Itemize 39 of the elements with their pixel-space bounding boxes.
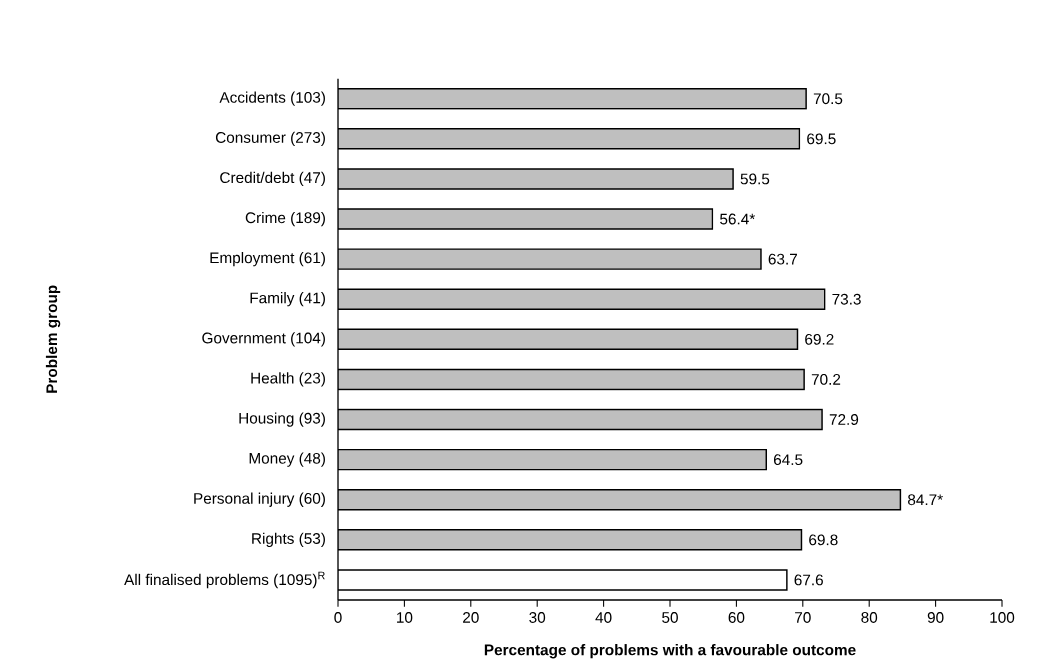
x-tick-label: 20 bbox=[463, 612, 479, 624]
x-tick-label: 70 bbox=[795, 612, 811, 624]
y-tick-label: Money (48) bbox=[249, 452, 325, 468]
y-tick-label: Government (104) bbox=[202, 332, 325, 347]
x-tick-label: 80 bbox=[861, 612, 878, 624]
x-tick-label: 40 bbox=[595, 612, 612, 624]
data-label: 63.7 bbox=[768, 253, 797, 265]
data-label: 84.7* bbox=[908, 494, 943, 506]
y-tick-label: All finalised problems (1095)$^{R}$ bbox=[124, 572, 325, 589]
data-label: 70.5 bbox=[813, 93, 843, 105]
x-tick-label: 30 bbox=[529, 612, 546, 624]
data-label: 69.2 bbox=[805, 334, 834, 345]
data-label: 64.5 bbox=[773, 454, 803, 466]
data-label: 67.6 bbox=[794, 574, 823, 586]
data-label: 69.8 bbox=[809, 534, 838, 546]
data-label: 73.3 bbox=[832, 294, 861, 305]
x-tick-label: 10 bbox=[397, 612, 413, 624]
x-tick-label: 90 bbox=[927, 612, 944, 624]
y-tick-label: Rights (53) bbox=[252, 532, 325, 548]
y-tick-label: Crime (189) bbox=[245, 212, 325, 227]
y-tick-label: Housing (93) bbox=[239, 412, 325, 427]
y-tick-label: Family (41) bbox=[250, 292, 325, 307]
data-label: 70.2 bbox=[811, 374, 841, 386]
data-label: 56.4* bbox=[720, 213, 755, 225]
y-axis-title: Problem group bbox=[45, 285, 61, 394]
x-axis-title: Percentage of problems with a favourable outcome bbox=[484, 644, 856, 659]
y-tick-label: Health (23) bbox=[251, 372, 325, 387]
y-tick-label: Credit/debt (47) bbox=[220, 172, 325, 187]
y-tick-label: Consumer (273) bbox=[215, 131, 325, 147]
x-tick-label: 0 bbox=[334, 612, 342, 624]
data-label: 72.9 bbox=[829, 414, 859, 426]
y-tick-label: Personal injury (60) bbox=[194, 492, 325, 508]
y-tick-label: Accidents (103) bbox=[219, 91, 325, 107]
x-tick-label: 60 bbox=[728, 612, 745, 624]
x-tick-label: 100 bbox=[990, 612, 1015, 624]
data-label: 69.5 bbox=[807, 133, 836, 145]
data-label: 59.5 bbox=[740, 173, 770, 185]
y-tick-label: Employment (61) bbox=[210, 252, 325, 267]
x-tick-label: 50 bbox=[662, 612, 678, 624]
